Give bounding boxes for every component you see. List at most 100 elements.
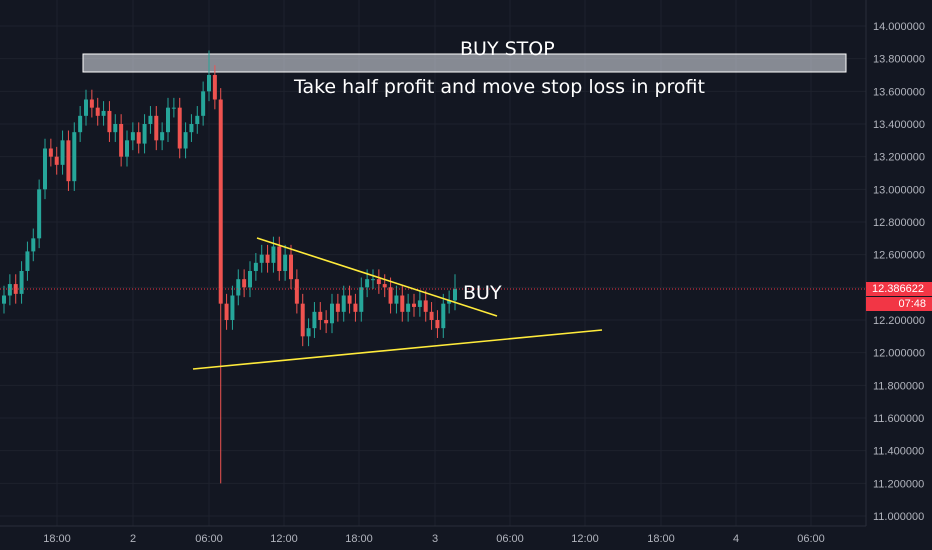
candle-body [177, 107, 182, 149]
candle-body [160, 132, 165, 141]
buy-stop-zone[interactable] [82, 53, 847, 73]
price-tick-label: 13.000000 [873, 184, 925, 196]
candle-body [101, 110, 106, 116]
price-tick-label: 13.200000 [873, 152, 925, 164]
candle-body [66, 140, 71, 182]
time-tick-label: 4 [733, 533, 739, 545]
upper-trendline[interactable] [256, 237, 498, 317]
candle-body [423, 300, 428, 312]
time-axis-ticks: 18:00 2 06:00 12:00 18:00 3 06:00 12:00 18:00 4 06… [43, 533, 825, 545]
candle-body [400, 295, 405, 312]
candle-body [19, 271, 24, 294]
candle-body [382, 284, 387, 288]
candle-body [248, 271, 252, 288]
candle-body [365, 279, 370, 288]
candle-body [265, 254, 270, 263]
candle-body [289, 254, 293, 280]
candles-group [2, 50, 457, 484]
candle-body [453, 288, 457, 301]
time-tick-label: 06:00 [195, 533, 223, 545]
candle-body [318, 311, 323, 320]
candle-body [353, 303, 358, 312]
candle-body [48, 148, 53, 157]
candle-body [125, 140, 129, 157]
candle-body [84, 99, 88, 116]
candle-body [136, 132, 141, 144]
candle-body [447, 300, 452, 304]
countdown-badge: 07:48 [866, 297, 932, 311]
candle-body [394, 295, 399, 304]
price-tick-label: 12.200000 [873, 315, 925, 327]
candle-body [306, 328, 311, 337]
price-tick-label: 12.000000 [873, 348, 925, 360]
candle-body [330, 303, 334, 324]
candle-body [119, 124, 124, 157]
candle-body [441, 303, 446, 329]
time-tick-label: 06:00 [797, 533, 825, 545]
time-tick-label: 18:00 [647, 533, 675, 545]
candle-body [72, 132, 77, 182]
candle-body [148, 115, 153, 124]
candle-body [2, 295, 6, 304]
candle-body [277, 246, 282, 271]
candle-body [271, 246, 276, 263]
candle-body [189, 124, 194, 133]
candle-body [78, 115, 83, 133]
candle-body [212, 75, 217, 100]
candle-body [113, 124, 118, 133]
price-tick-label: 11.600000 [873, 413, 924, 425]
candle-body [166, 107, 170, 133]
candle-body [183, 132, 188, 149]
candle-body [43, 148, 47, 190]
candle-body [142, 124, 147, 144]
candle-body [324, 320, 329, 324]
candle-body [107, 110, 112, 133]
candle-body [335, 303, 340, 312]
annotation-buy-stop: BUY STOP [460, 38, 555, 60]
time-tick-label: 2 [130, 533, 136, 545]
candle-body [201, 91, 206, 116]
price-tick-label: 13.800000 [873, 54, 925, 66]
time-tick-label: 3 [432, 533, 438, 545]
candle-body [376, 279, 381, 285]
time-tick-label: 12:00 [571, 533, 599, 545]
price-tick-label: 13.400000 [873, 119, 925, 131]
price-axis-ticks: 14.000000 13.800000 13.600000 13.400000 13.2… [873, 21, 925, 523]
annotation-take-profit: Take half profit and move stop loss in p… [294, 76, 705, 98]
candle-body [218, 99, 223, 304]
price-tick-label: 12.600000 [873, 250, 925, 262]
candle-body [359, 287, 364, 312]
time-tick-label: 06:00 [496, 533, 524, 545]
time-tick-label: 18:00 [345, 533, 373, 545]
candle-body [283, 254, 288, 271]
lower-trendline[interactable] [192, 329, 603, 370]
price-tick-label: 11.200000 [873, 478, 924, 490]
candle-body [388, 287, 393, 304]
candle-body [7, 284, 12, 296]
candle-body [54, 156, 59, 165]
candle-body [60, 140, 65, 165]
candle-body [37, 189, 42, 239]
price-tick-label: 12.800000 [873, 217, 925, 229]
candle-body [312, 311, 317, 329]
last-price-badge: 12.386622 [866, 282, 932, 296]
price-tick-label: 14.000000 [873, 21, 925, 33]
candle-body [406, 303, 411, 312]
chart-grid [0, 0, 866, 526]
price-tick-label: 13.600000 [873, 86, 925, 98]
time-tick-label: 18:00 [43, 533, 71, 545]
price-tick-label: 11.400000 [873, 446, 924, 458]
candle-body [412, 303, 416, 307]
candle-body [253, 262, 258, 271]
candle-body [224, 303, 229, 320]
candle-body [31, 238, 36, 252]
candle-body [347, 295, 352, 304]
candle-body [371, 279, 375, 281]
candle-body [89, 99, 94, 108]
candle-body [242, 279, 247, 288]
annotation-buy: BUY [463, 282, 502, 304]
candle-body [300, 303, 305, 337]
time-tick-label: 12:00 [270, 533, 298, 545]
candle-body [236, 279, 241, 296]
